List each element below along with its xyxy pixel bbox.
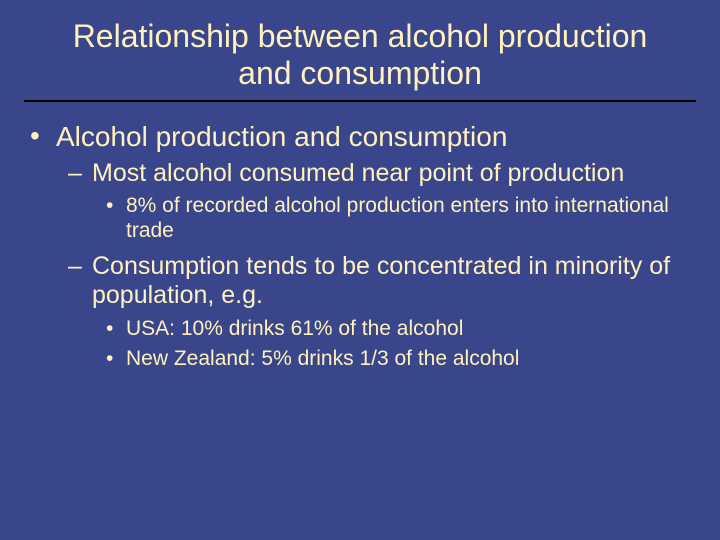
bullet-level-3: • USA: 10% drinks 61% of the alcohol <box>24 317 696 342</box>
bullet-level-1: • Alcohol production and consumption <box>24 120 696 153</box>
bullet-dash-icon: – <box>68 252 92 281</box>
bullet-text: Consumption tends to be concentrated in … <box>92 252 696 311</box>
bullet-dot-icon: • <box>106 347 126 371</box>
bullet-dot-icon: • <box>106 317 126 341</box>
bullet-text: New Zealand: 5% drinks 1/3 of the alcoho… <box>126 347 519 372</box>
bullet-text: 8% of recorded alcohol production enters… <box>126 194 696 244</box>
bullet-text: USA: 10% drinks 61% of the alcohol <box>126 317 463 342</box>
slide-body: • Alcohol production and consumption – M… <box>24 102 696 373</box>
slide-title: Relationship between alcohol production … <box>24 18 696 92</box>
bullet-level-3: • New Zealand: 5% drinks 1/3 of the alco… <box>24 347 696 372</box>
bullet-dash-icon: – <box>68 159 92 188</box>
bullet-text: Alcohol production and consumption <box>56 120 507 153</box>
bullet-level-3: • 8% of recorded alcohol production ente… <box>24 194 696 244</box>
bullet-text: Most alcohol consumed near point of prod… <box>92 159 624 189</box>
slide: Relationship between alcohol production … <box>0 0 720 540</box>
bullet-dot-icon: • <box>30 120 56 152</box>
bullet-level-2: – Most alcohol consumed near point of pr… <box>24 159 696 189</box>
bullet-dot-icon: • <box>106 194 126 218</box>
bullet-level-2: – Consumption tends to be concentrated i… <box>24 252 696 311</box>
